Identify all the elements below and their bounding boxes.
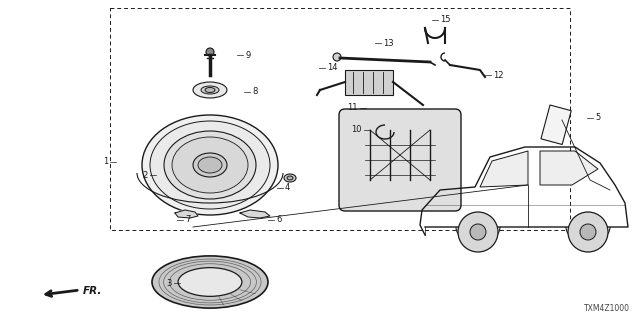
Polygon shape [540, 151, 598, 185]
Text: 7: 7 [185, 215, 190, 225]
Text: 15: 15 [440, 15, 451, 25]
FancyBboxPatch shape [339, 109, 461, 211]
Polygon shape [240, 210, 270, 218]
Text: 11: 11 [348, 103, 358, 113]
Ellipse shape [164, 131, 256, 199]
Ellipse shape [178, 268, 242, 296]
Polygon shape [175, 210, 198, 218]
Ellipse shape [172, 137, 248, 193]
Text: 3: 3 [166, 278, 172, 287]
Text: 6: 6 [276, 215, 282, 225]
Circle shape [458, 212, 498, 252]
Bar [110, 8, 570, 230]
Circle shape [333, 53, 341, 61]
Bar [345, 70, 393, 95]
FancyArrowPatch shape [46, 290, 77, 296]
Text: 8: 8 [252, 87, 257, 97]
Text: 13: 13 [383, 38, 394, 47]
Text: 10: 10 [351, 125, 362, 134]
Text: FR.: FR. [83, 286, 102, 296]
Text: 9: 9 [245, 51, 250, 60]
Ellipse shape [193, 153, 227, 177]
Circle shape [580, 224, 596, 240]
Ellipse shape [287, 176, 293, 180]
Text: 4: 4 [285, 183, 291, 193]
Text: 14: 14 [327, 63, 337, 73]
Ellipse shape [198, 157, 222, 173]
Text: 12: 12 [493, 70, 504, 79]
Ellipse shape [193, 82, 227, 98]
Circle shape [568, 212, 608, 252]
Text: 5: 5 [595, 114, 600, 123]
Ellipse shape [152, 256, 268, 308]
Text: 2: 2 [143, 171, 148, 180]
Ellipse shape [142, 115, 278, 215]
Text: 1: 1 [103, 157, 108, 166]
Ellipse shape [205, 87, 215, 92]
Polygon shape [480, 151, 528, 187]
Circle shape [470, 224, 486, 240]
Bar [541, 105, 572, 145]
Text: TXM4Z1000: TXM4Z1000 [584, 304, 630, 313]
Ellipse shape [201, 86, 219, 94]
Ellipse shape [284, 174, 296, 182]
Circle shape [206, 48, 214, 56]
Ellipse shape [150, 121, 270, 209]
